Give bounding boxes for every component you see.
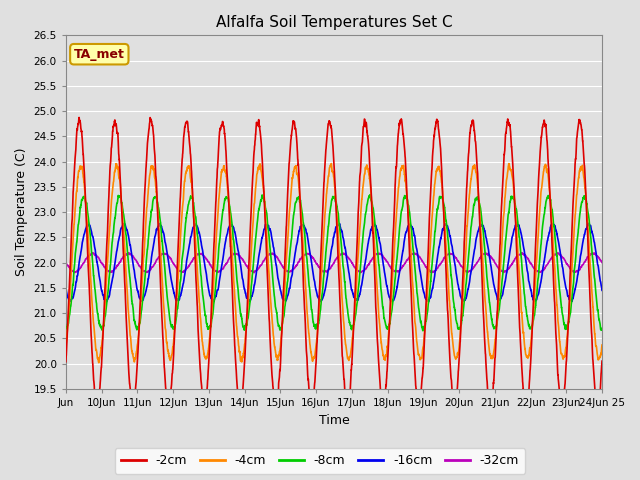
Legend: -2cm, -4cm, -8cm, -16cm, -32cm: -2cm, -4cm, -8cm, -16cm, -32cm	[115, 448, 525, 474]
Y-axis label: Soil Temperature (C): Soil Temperature (C)	[15, 148, 28, 276]
Text: TA_met: TA_met	[74, 48, 125, 60]
X-axis label: Time: Time	[319, 414, 349, 427]
Title: Alfalfa Soil Temperatures Set C: Alfalfa Soil Temperatures Set C	[216, 15, 452, 30]
